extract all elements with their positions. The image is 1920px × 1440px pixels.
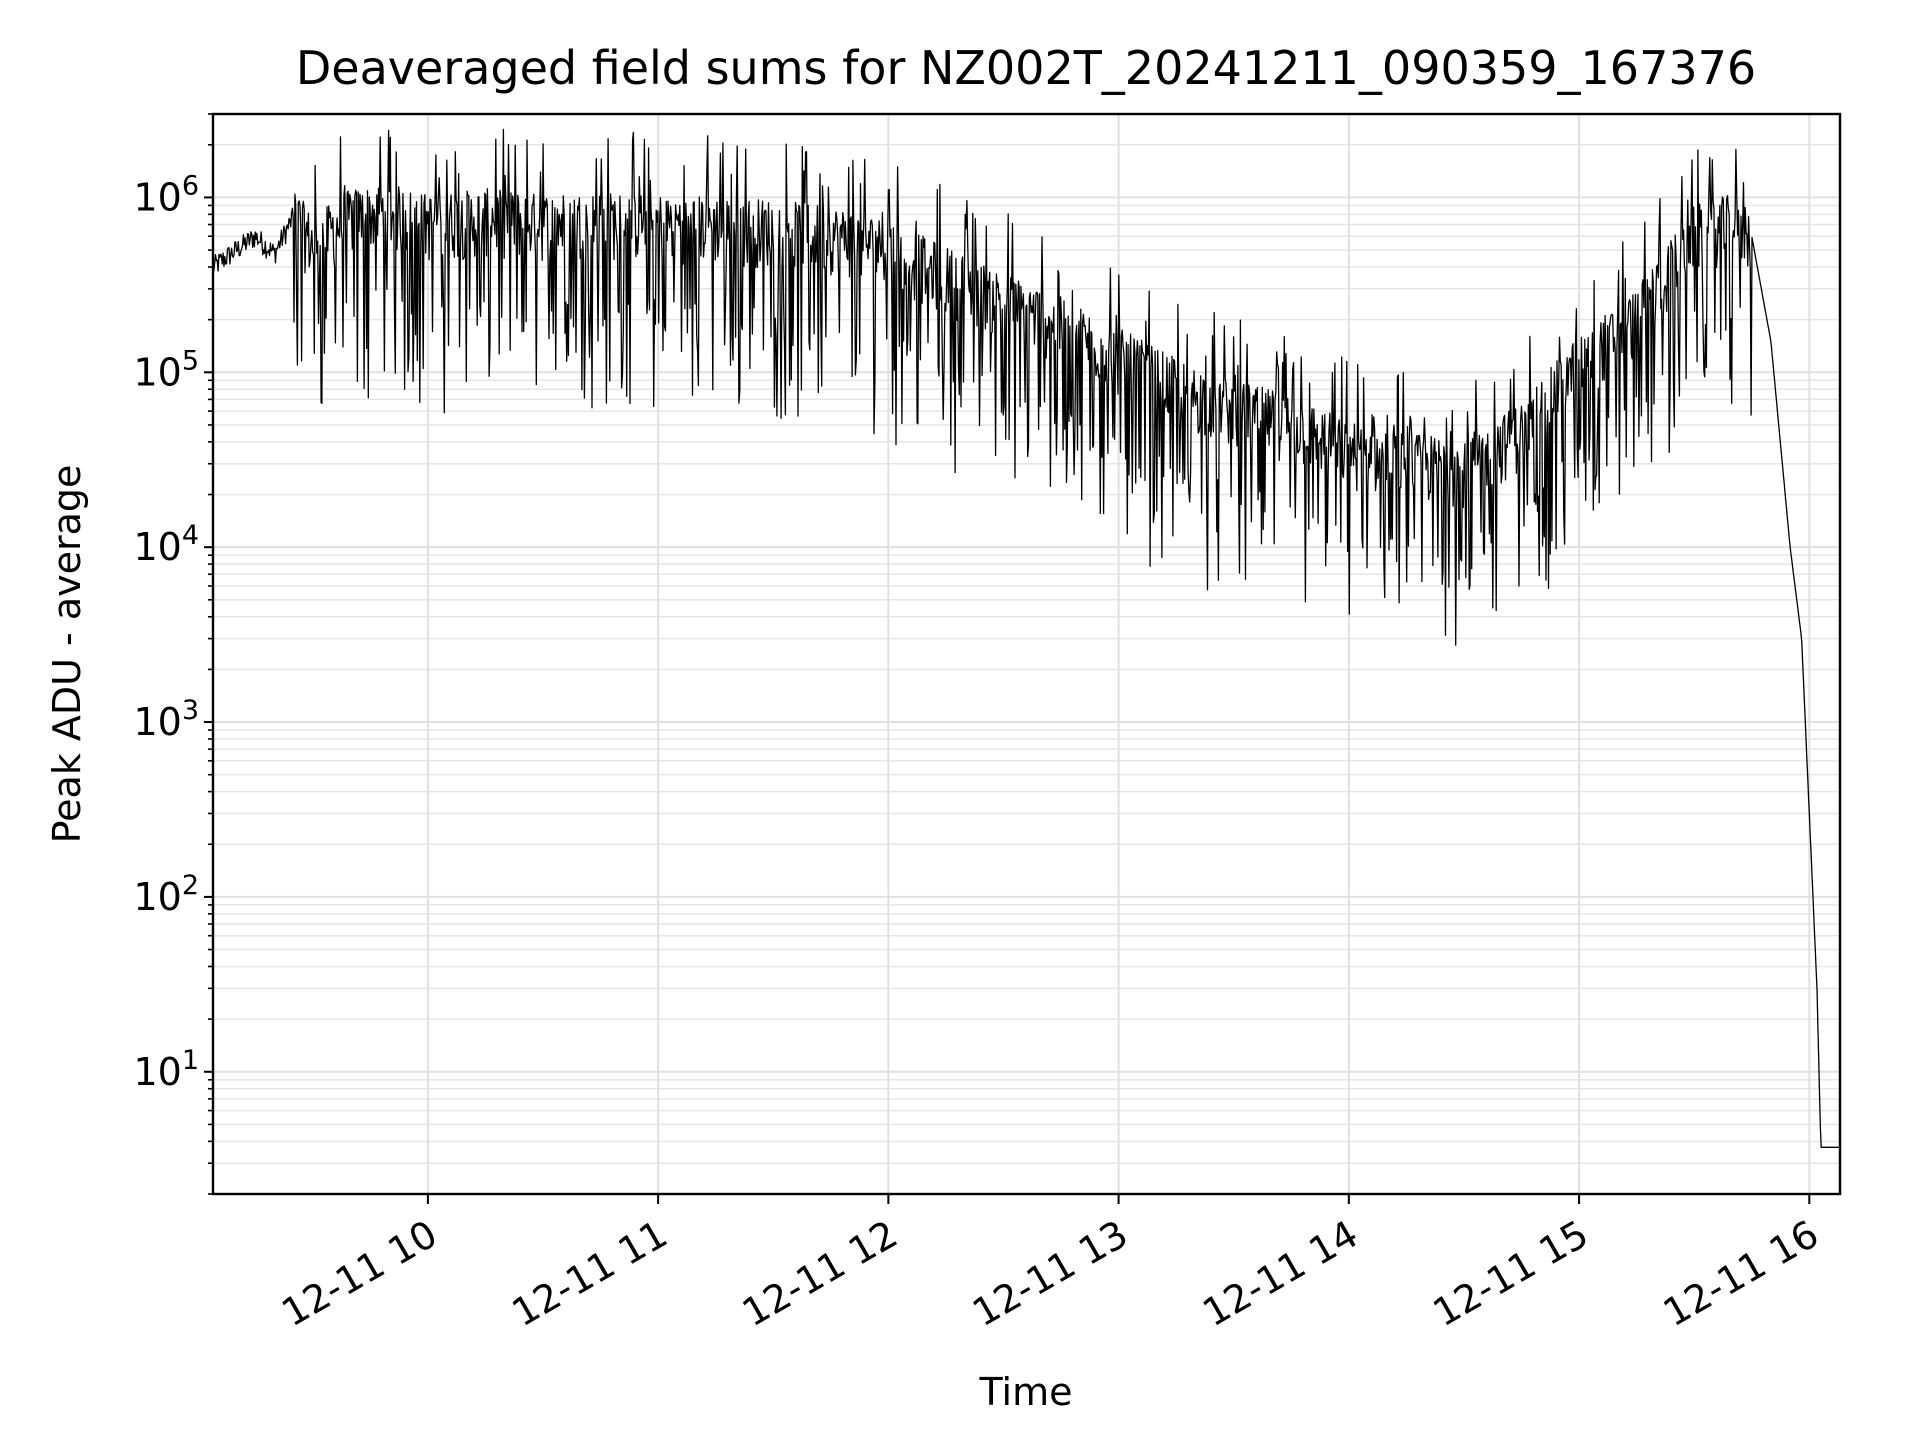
series-line — [212, 128, 1840, 1148]
x-axis-label: Time — [979, 1370, 1073, 1414]
y-tick-label: 106 — [133, 170, 199, 219]
grid — [213, 113, 1840, 1195]
data-layer — [212, 128, 1840, 1148]
y-axis-label: Peak ADU - average — [45, 465, 89, 844]
plot-frame — [211, 112, 1842, 1196]
chart-title: Deaveraged field sums for NZ002T_2024121… — [296, 41, 1756, 95]
